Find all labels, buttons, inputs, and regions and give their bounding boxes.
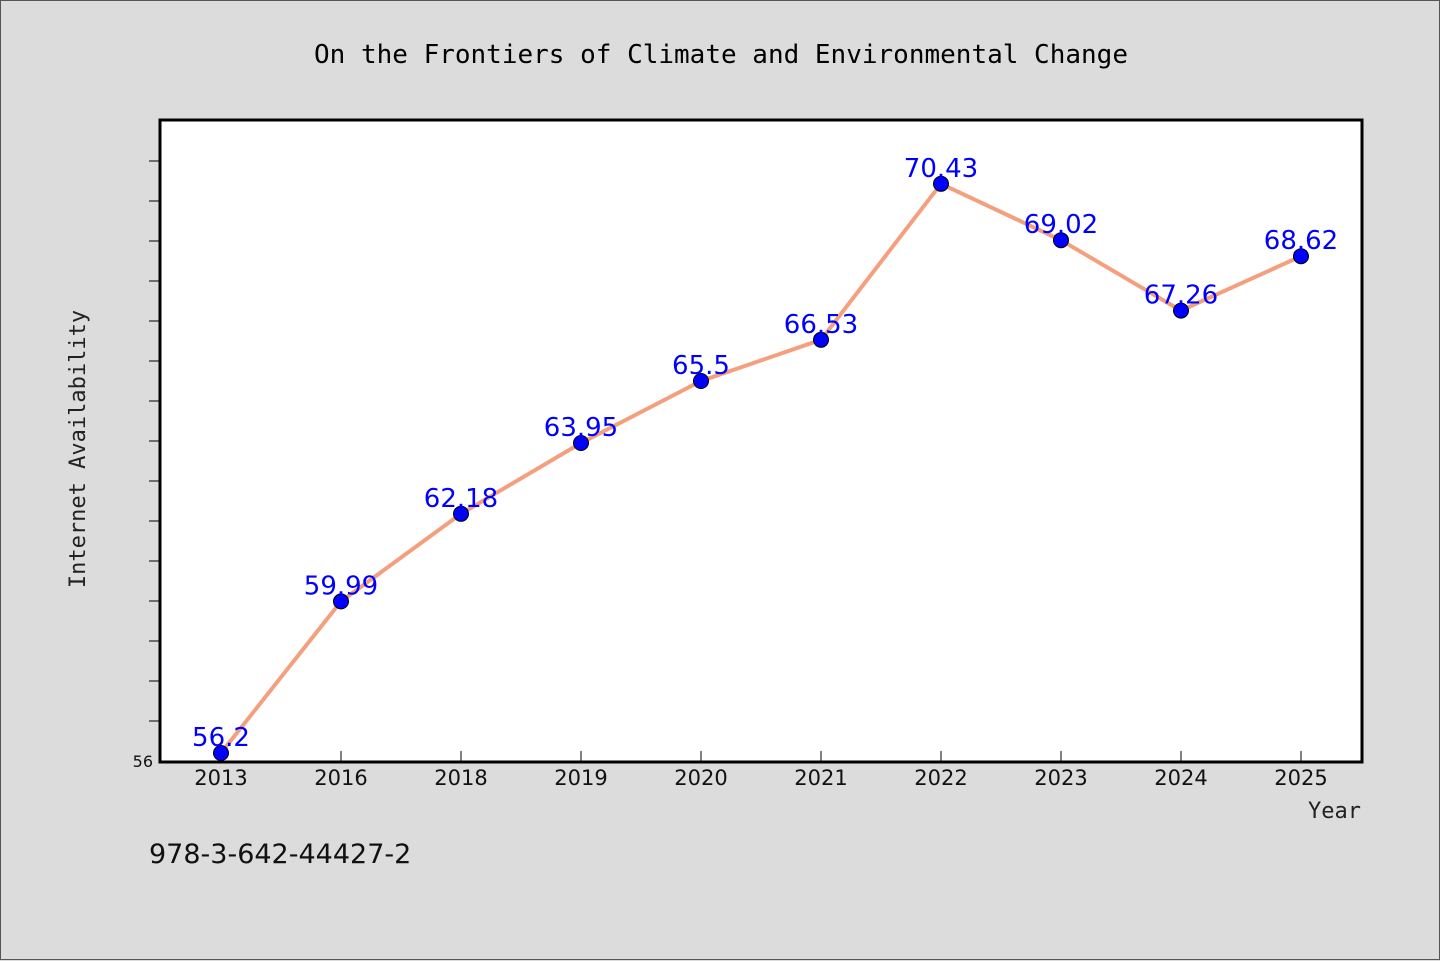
data-point [453,505,469,522]
chart-title: On the Frontiers of Climate and Environm… [314,40,1128,70]
data-label: 56.2 [192,723,250,753]
y-tick-label: 56 [133,752,153,771]
x-axis-label: Year [1308,799,1361,824]
data-label: 67.26 [1144,281,1218,311]
plot-area [158,118,1364,764]
data-label: 68.62 [1264,226,1338,256]
data-label: 69.02 [1024,210,1098,240]
x-tick-label: 2019 [554,766,607,790]
x-tick-label: 2020 [674,766,727,790]
data-label: 66.53 [784,310,858,340]
data-label: 62.18 [424,484,498,514]
data-label: 70.43 [904,154,978,184]
x-tick-label: 2021 [794,766,847,790]
data-point [693,373,709,389]
x-tick-label: 2025 [1274,766,1327,790]
series-layer: 56.2 59.99 62.18 63.95 65.5 66.53 70.43 69.02 67… [192,154,1338,761]
data-point [573,435,589,451]
data-point [813,331,829,348]
x-tick-label: 2018 [434,766,487,790]
isbn-footer: 978-3-642-44427-2 [149,839,411,870]
data-label: 63.95 [544,413,618,443]
data-point [333,593,349,610]
x-tick-label: 2024 [1154,766,1207,790]
series-line [219,181,1303,755]
data-label: 59.99 [304,571,378,601]
data-point [933,175,949,192]
data-point [1053,232,1069,249]
x-tick-label: 2022 [914,766,967,790]
x-tick-label: 2016 [314,766,367,790]
y-axis-ticks: 56 [133,160,161,771]
data-point [213,745,229,761]
x-tick-label: 2023 [1034,766,1087,790]
y-axis-label: Internet Availability [66,310,91,588]
data-label: 65.5 [672,351,730,381]
x-tick-label: 2013 [194,766,247,790]
data-point [1173,302,1189,319]
x-axis-ticks: 2013 2016 2018 2019 2020 2021 2022 2023 2024 2025 [194,751,1328,790]
data-point [1293,248,1309,265]
